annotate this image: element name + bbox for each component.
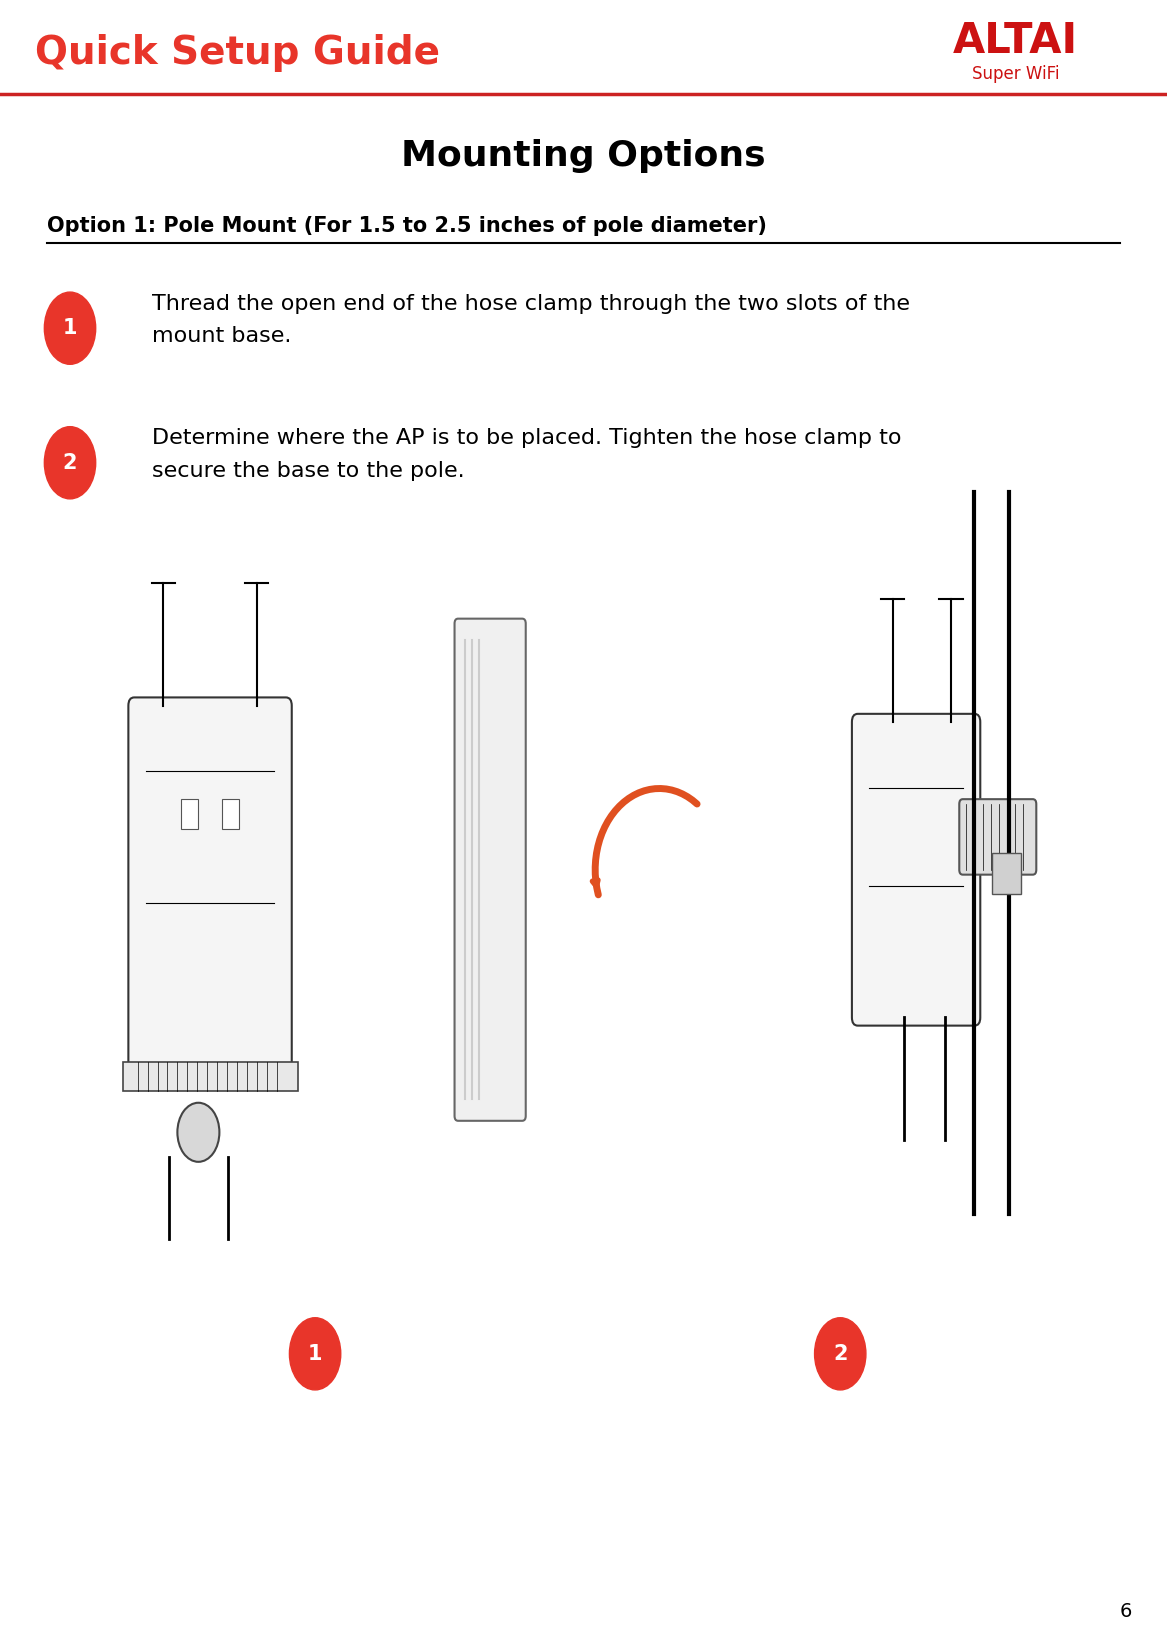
FancyBboxPatch shape bbox=[454, 619, 525, 1121]
Bar bbox=[123, 1062, 298, 1091]
Circle shape bbox=[44, 292, 96, 364]
Circle shape bbox=[289, 1318, 341, 1390]
FancyBboxPatch shape bbox=[128, 697, 292, 1075]
Circle shape bbox=[177, 1103, 219, 1162]
Bar bbox=[992, 853, 1021, 894]
Text: Thread the open end of the hose clamp through the two slots of the
mount base.: Thread the open end of the hose clamp th… bbox=[152, 294, 910, 346]
Text: Option 1: Pole Mount (For 1.5 to 2.5 inches of pole diameter): Option 1: Pole Mount (For 1.5 to 2.5 inc… bbox=[47, 217, 767, 236]
Text: Mounting Options: Mounting Options bbox=[401, 139, 766, 172]
Text: 1: 1 bbox=[63, 318, 77, 338]
Text: 6: 6 bbox=[1119, 1602, 1132, 1621]
Bar bbox=[222, 799, 239, 829]
Circle shape bbox=[815, 1318, 866, 1390]
Text: Determine where the AP is to be placed. Tighten the hose clamp to
secure the bas: Determine where the AP is to be placed. … bbox=[152, 428, 901, 481]
Text: 1: 1 bbox=[308, 1344, 322, 1364]
Bar bbox=[0, 0, 1167, 90]
Text: ALTAI: ALTAI bbox=[952, 20, 1078, 62]
Text: Quick Setup Guide: Quick Setup Guide bbox=[35, 33, 440, 72]
Text: 2: 2 bbox=[63, 453, 77, 473]
FancyBboxPatch shape bbox=[852, 714, 980, 1026]
Bar bbox=[181, 799, 198, 829]
Text: 2: 2 bbox=[833, 1344, 847, 1364]
Circle shape bbox=[44, 427, 96, 499]
Text: Super WiFi: Super WiFi bbox=[972, 66, 1058, 82]
FancyBboxPatch shape bbox=[959, 799, 1036, 875]
